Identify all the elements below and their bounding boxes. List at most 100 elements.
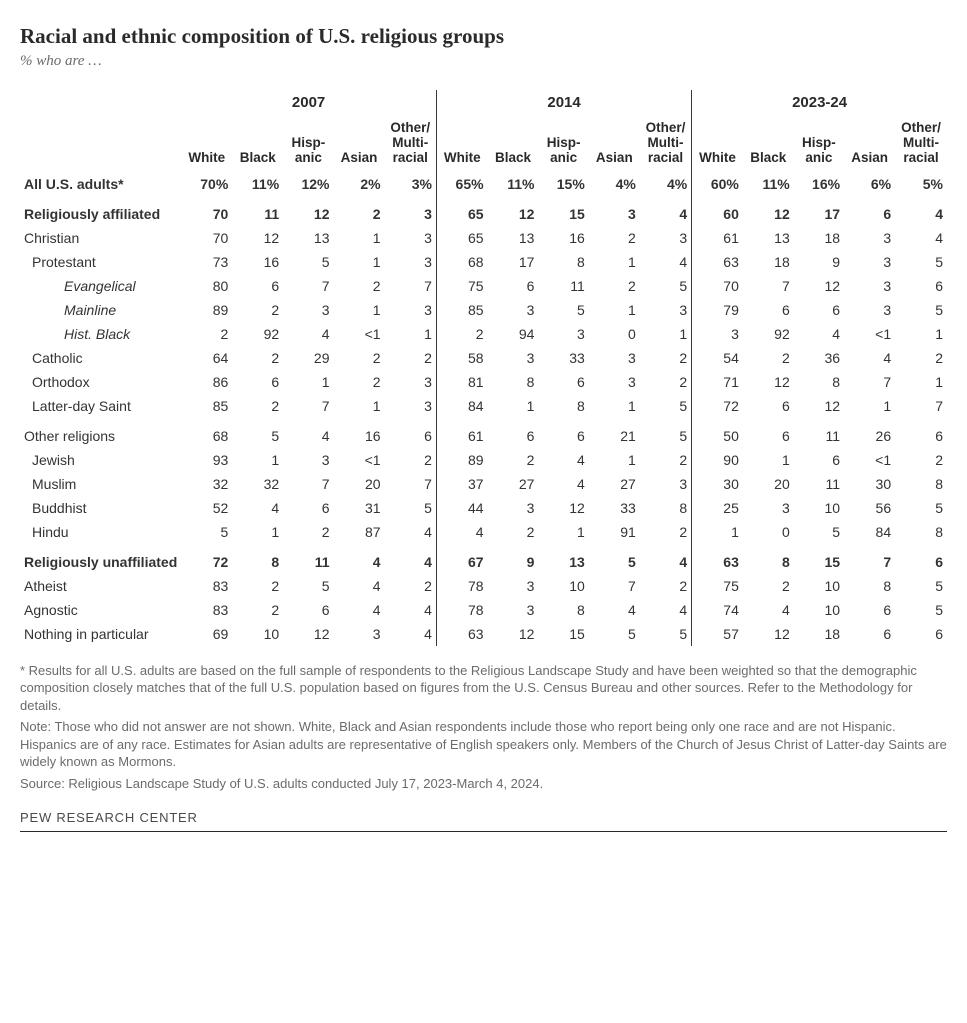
cell: 10 [794, 574, 844, 598]
cell: 13 [283, 226, 333, 250]
cell: 70 [181, 226, 232, 250]
cell: 2 [334, 370, 385, 394]
column-header: White [181, 117, 232, 172]
cell: 1 [844, 394, 895, 418]
cell: 17 [794, 196, 844, 226]
cell: 79 [692, 298, 743, 322]
cell: 84 [844, 520, 895, 544]
cell: 63 [436, 622, 487, 646]
cell: 4 [334, 544, 385, 574]
column-header: Asian [589, 117, 640, 172]
cell: 5 [232, 418, 283, 448]
cell: 3 [844, 226, 895, 250]
cell: 5 [283, 574, 333, 598]
cell: 8 [538, 598, 588, 622]
cell: 2% [334, 172, 385, 196]
cell: 16 [538, 226, 588, 250]
cell: 15 [538, 622, 588, 646]
cell: 6 [895, 274, 947, 298]
cell: 12 [743, 370, 794, 394]
cell: 91 [589, 520, 640, 544]
cell: 3 [589, 370, 640, 394]
row-label: Christian [20, 226, 181, 250]
cell: 32 [181, 472, 232, 496]
cell: 18 [743, 250, 794, 274]
cell: 5 [385, 496, 437, 520]
cell: 70% [181, 172, 232, 196]
cell: 36 [794, 346, 844, 370]
cell: 15% [538, 172, 588, 196]
footnote: Source: Religious Landscape Study of U.S… [20, 775, 947, 793]
table-row: Mainline892313853513796635 [20, 298, 947, 322]
cell: 3 [385, 226, 437, 250]
cell: 4 [283, 322, 333, 346]
cell: 1 [334, 226, 385, 250]
cell: 2 [436, 322, 487, 346]
cell: 2 [640, 346, 692, 370]
cell: 2 [232, 394, 283, 418]
cell: 2 [895, 346, 947, 370]
cell: 7 [844, 370, 895, 394]
column-header: Asian [844, 117, 895, 172]
column-header: Hisp-anic [283, 117, 333, 172]
cell: 11 [794, 472, 844, 496]
cell: 11 [794, 418, 844, 448]
cell: 3 [640, 298, 692, 322]
table-row: Evangelical80672775611257071236 [20, 274, 947, 298]
cell: 33 [538, 346, 588, 370]
cell: 57 [692, 622, 743, 646]
cell: 8 [895, 472, 947, 496]
cell: 7 [844, 544, 895, 574]
cell: 92 [232, 322, 283, 346]
cell: 2 [640, 574, 692, 598]
cell: 61 [436, 418, 487, 448]
cell: 56 [844, 496, 895, 520]
table-row: Nothing in particular6910123463121555571… [20, 622, 947, 646]
attribution: PEW RESEARCH CENTER [20, 810, 947, 832]
cell: 12 [283, 196, 333, 226]
cell: 12 [283, 622, 333, 646]
cell: 86 [181, 370, 232, 394]
cell: 6 [743, 418, 794, 448]
cell: 2 [232, 598, 283, 622]
cell: 5 [589, 622, 640, 646]
row-label: Evangelical [20, 274, 181, 298]
row-label: Mainline [20, 298, 181, 322]
row-label: Other religions [20, 418, 181, 448]
cell: 83 [181, 598, 232, 622]
cell: 60% [692, 172, 743, 196]
cell: 3 [640, 472, 692, 496]
cell: 12 [488, 196, 539, 226]
cell: 5 [640, 622, 692, 646]
cell: 7 [283, 274, 333, 298]
footnote: * Results for all U.S. adults are based … [20, 662, 947, 715]
cell: 4 [640, 544, 692, 574]
cell: 3 [385, 250, 437, 274]
cell: 80 [181, 274, 232, 298]
cell: 4 [844, 346, 895, 370]
cell: 6 [743, 298, 794, 322]
cell: 1 [488, 394, 539, 418]
row-label: Religiously affiliated [20, 196, 181, 226]
cell: 54 [692, 346, 743, 370]
row-label: Hindu [20, 520, 181, 544]
cell: 12% [283, 172, 333, 196]
cell: 18 [794, 226, 844, 250]
cell: 83 [181, 574, 232, 598]
cell: 7 [385, 472, 437, 496]
cell: 1 [589, 298, 640, 322]
cell: 1 [895, 322, 947, 346]
cell: 90 [692, 448, 743, 472]
cell: 69 [181, 622, 232, 646]
cell: 1 [743, 448, 794, 472]
cell: 2 [385, 448, 437, 472]
cell: 9 [488, 544, 539, 574]
cell: 9 [794, 250, 844, 274]
cell: 13 [743, 226, 794, 250]
cell: 6 [488, 418, 539, 448]
cell: 2 [334, 346, 385, 370]
cell: 4 [640, 598, 692, 622]
cell: 74 [692, 598, 743, 622]
cell: 16% [794, 172, 844, 196]
cell: 3 [283, 298, 333, 322]
